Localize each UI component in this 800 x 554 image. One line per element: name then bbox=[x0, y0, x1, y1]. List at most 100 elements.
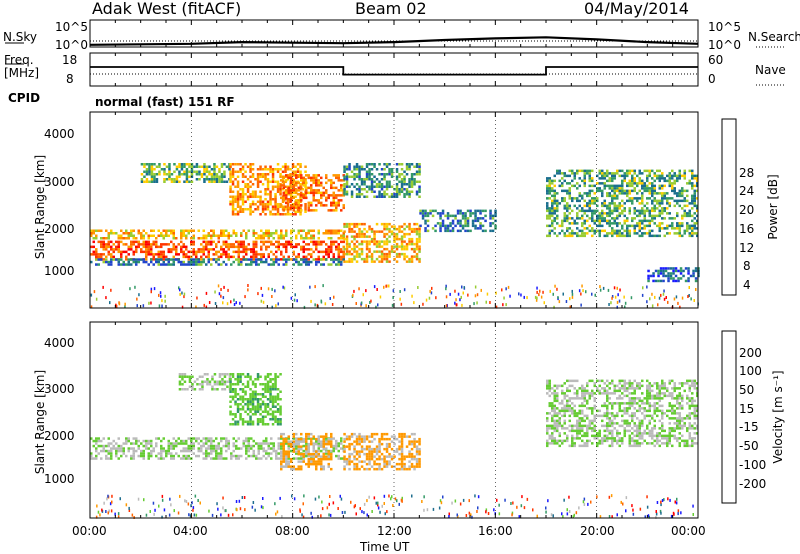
power-cell-2 bbox=[342, 258, 345, 261]
power-cell-3 bbox=[168, 173, 171, 176]
velocity-cell-2 bbox=[271, 383, 275, 386]
power-cell-3 bbox=[190, 168, 194, 171]
power-cell-4 bbox=[304, 183, 307, 186]
velocity-cell-4 bbox=[353, 450, 356, 453]
velocity-cell-0 bbox=[125, 439, 128, 443]
power-cell-3 bbox=[220, 175, 224, 178]
power-cell-0 bbox=[202, 229, 205, 232]
velocity-cell-0 bbox=[170, 454, 173, 458]
power-cell-7 bbox=[395, 183, 399, 186]
power-cell-0 bbox=[172, 229, 175, 232]
power-cell-9 bbox=[616, 172, 619, 175]
power-cell-4 bbox=[236, 190, 240, 193]
power-cell-7 bbox=[350, 193, 354, 196]
velocity-cell-0 bbox=[220, 454, 223, 458]
velocity-cell-5 bbox=[553, 439, 556, 443]
velocity-cell-5 bbox=[571, 434, 574, 438]
velocity-cell-3 bbox=[305, 462, 308, 466]
power-cell-3 bbox=[210, 180, 214, 183]
power-cell-9 bbox=[683, 169, 686, 173]
velocity-cell-1 bbox=[196, 383, 199, 386]
power-cell-6 bbox=[355, 250, 359, 253]
power-cell-7 bbox=[418, 163, 421, 166]
power-cell-1 bbox=[205, 243, 208, 246]
power-cell-6 bbox=[415, 240, 419, 243]
power-cell-4 bbox=[234, 170, 237, 173]
power-cell-1 bbox=[305, 255, 308, 259]
power-cell-9 bbox=[663, 209, 666, 213]
power-cell-9 bbox=[663, 177, 666, 180]
power-cell-4 bbox=[276, 168, 280, 171]
power-clutter bbox=[695, 288, 697, 291]
power-cell-9 bbox=[651, 169, 654, 173]
power-clutter bbox=[687, 295, 689, 298]
power-cell-1 bbox=[110, 255, 113, 259]
velocity-cell-4 bbox=[358, 460, 361, 463]
velocity-cell-0 bbox=[317, 442, 320, 445]
velocity-cell-4 bbox=[410, 447, 414, 451]
power-cell-0 bbox=[240, 232, 243, 235]
velocity-cell-2 bbox=[264, 390, 267, 393]
power-cell-4 bbox=[264, 193, 267, 196]
velocity-cell-0 bbox=[340, 447, 343, 450]
power-cell-6 bbox=[395, 245, 399, 248]
power-cell-3 bbox=[203, 170, 206, 173]
velocity-cell-4 bbox=[365, 445, 369, 448]
velocity-cell-5 bbox=[553, 397, 556, 400]
velocity-cell-4 bbox=[368, 445, 371, 448]
power-cell-7 bbox=[410, 190, 414, 193]
power-cell-9 bbox=[676, 222, 679, 225]
power-clutter bbox=[539, 289, 541, 293]
power-cell-6 bbox=[380, 240, 384, 243]
power-cell-9 bbox=[643, 232, 646, 235]
velocity-cell-5 bbox=[578, 387, 581, 390]
velocity-cell-2 bbox=[269, 373, 272, 376]
power-cell-9 bbox=[686, 214, 689, 218]
power-cell-9 bbox=[678, 204, 681, 208]
velocity-cell-3 bbox=[300, 447, 303, 451]
power-cell-5 bbox=[312, 209, 315, 212]
power-cell-4 bbox=[269, 213, 272, 216]
power-cell-6 bbox=[410, 237, 414, 241]
power-cell-8 bbox=[491, 214, 495, 218]
power-cell-5 bbox=[307, 206, 310, 210]
power-cell-4 bbox=[231, 198, 235, 201]
power-cell-2 bbox=[282, 258, 285, 261]
velocity-cell-0 bbox=[170, 444, 173, 448]
power-cell-6 bbox=[383, 227, 386, 231]
velocity-cell-5 bbox=[566, 402, 569, 405]
power-cell-1 bbox=[135, 248, 138, 251]
power-cell-4 bbox=[281, 165, 285, 168]
power-cell-5 bbox=[332, 186, 335, 190]
power-cell-5 bbox=[297, 206, 300, 210]
velocity-cell-0 bbox=[207, 454, 210, 458]
power-cell-9 bbox=[596, 189, 599, 193]
power-cell-9 bbox=[656, 177, 659, 180]
power-cell-9 bbox=[596, 217, 599, 220]
velocity-cell-0 bbox=[185, 457, 188, 460]
power-cell-4 bbox=[291, 170, 295, 173]
velocity-cell-0 bbox=[115, 442, 118, 445]
power-cell-9 bbox=[576, 199, 579, 203]
velocity-cell-0 bbox=[312, 442, 315, 445]
power-cell-0 bbox=[267, 234, 270, 237]
power-cell-6 bbox=[375, 250, 379, 253]
power-cell-4 bbox=[239, 163, 242, 166]
velocity-cell-4 bbox=[415, 440, 419, 443]
power-cell-5 bbox=[320, 184, 323, 187]
power-cell-0 bbox=[325, 232, 328, 235]
power-cell-7 bbox=[365, 163, 369, 166]
power-cell-9 bbox=[648, 232, 651, 235]
velocity-cell-2 bbox=[269, 400, 272, 403]
velocity-cell-3 bbox=[317, 457, 320, 461]
velocity-cell-2 bbox=[236, 423, 240, 426]
power-cell-5 bbox=[330, 204, 333, 207]
power-cell-5 bbox=[310, 184, 313, 187]
velocity-cell-5 bbox=[558, 432, 561, 435]
power-cell-3 bbox=[178, 175, 181, 178]
velocity-cell-4 bbox=[393, 442, 396, 446]
velocity-cell-4 bbox=[413, 445, 416, 448]
velocity-cell-0 bbox=[162, 449, 165, 453]
power-cell-3 bbox=[150, 165, 154, 168]
power-cell-4 bbox=[264, 168, 267, 171]
